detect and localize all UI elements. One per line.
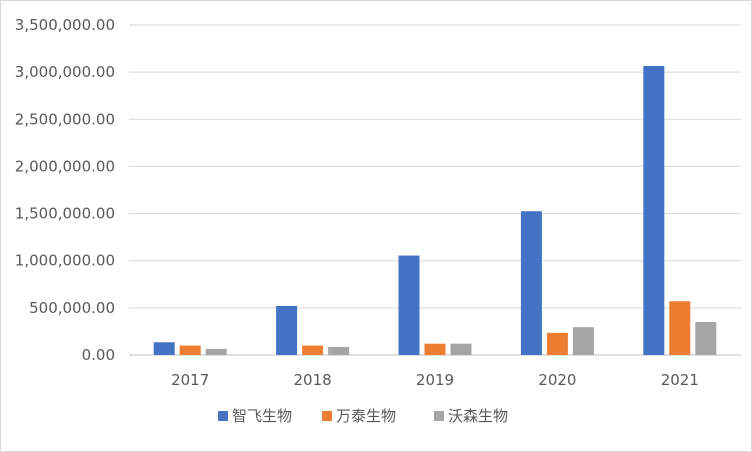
x-tick-label: 2019	[416, 371, 454, 389]
bar-2-2018	[302, 345, 324, 355]
x-tick-label: 2020	[538, 371, 576, 389]
y-tick-label: 2,000,000.00	[15, 157, 115, 175]
bar-2-2019	[424, 343, 446, 355]
bar-1-2021	[643, 66, 665, 355]
legend-swatch	[322, 411, 332, 421]
legend-item: 沃森生物	[434, 407, 508, 425]
legend-label: 沃森生物	[448, 407, 508, 425]
bar-3-2019	[450, 343, 472, 355]
bar-3-2017	[205, 348, 227, 355]
legend-item: 万泰生物	[322, 407, 396, 425]
bar-3-2021	[695, 322, 717, 355]
x-axis-tick-labels: 2017 2018 2019 2020 2021	[171, 371, 699, 389]
bars	[153, 66, 717, 355]
x-tick-label: 2018	[294, 371, 332, 389]
y-tick-label: 2,500,000.00	[15, 110, 115, 128]
bar-1-2020	[520, 211, 542, 355]
y-tick-label: 3,000,000.00	[15, 63, 115, 81]
y-tick-label: 1,500,000.00	[15, 205, 115, 223]
x-tick-label: 2017	[171, 371, 209, 389]
legend-item: 智飞生物	[218, 407, 292, 425]
y-tick-label: 3,500,000.00	[15, 16, 115, 34]
y-axis-tick-labels: 0.00 500,000.00 1,000,000.00 1,500,000.00 2,…	[15, 16, 115, 364]
bar-3-2020	[572, 327, 594, 355]
y-tick-label: 500,000.00	[29, 299, 115, 317]
legend-label: 万泰生物	[336, 407, 396, 425]
legend-swatch	[218, 411, 228, 421]
bar-1-2018	[276, 305, 298, 355]
legend-swatch	[434, 411, 444, 421]
bar-1-2019	[398, 255, 420, 355]
y-tick-label: 1,000,000.00	[15, 252, 115, 270]
bar-1-2017	[153, 342, 175, 355]
legend: 智飞生物 万泰生物 沃森生物	[218, 407, 508, 425]
bar-2-2020	[546, 332, 568, 355]
legend-label: 智飞生物	[232, 407, 292, 425]
y-tick-label: 0.00	[82, 346, 115, 364]
x-tick-label: 2021	[661, 371, 699, 389]
gridlines	[129, 24, 741, 356]
bar-2-2017	[179, 345, 201, 355]
bar-2-2021	[669, 301, 691, 355]
bar-3-2018	[328, 346, 350, 355]
